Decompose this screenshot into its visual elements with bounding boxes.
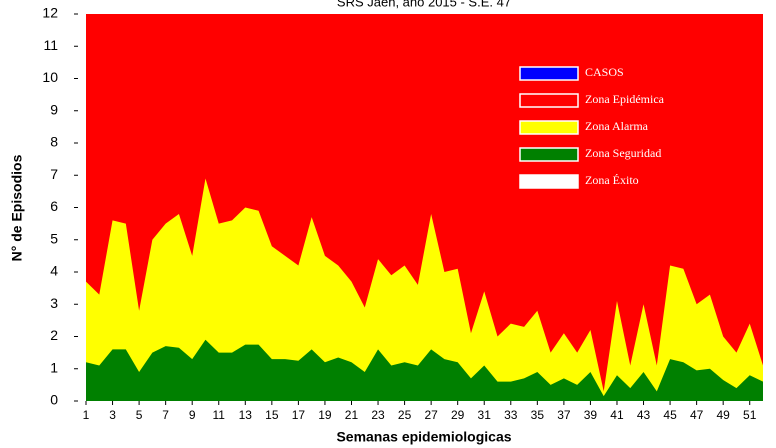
y-tick-label: 0 <box>50 392 58 408</box>
y-tick-label: 9 <box>50 101 58 117</box>
y-tick-label: 2 <box>50 327 58 343</box>
x-tick-label: 1 <box>83 408 90 422</box>
legend-label: CASOS <box>585 65 624 79</box>
x-tick-label: 33 <box>504 408 518 422</box>
x-tick-label: 31 <box>478 408 492 422</box>
y-tick-label: 3 <box>50 295 58 311</box>
x-tick-label: 25 <box>398 408 412 422</box>
x-tick-label: 11 <box>213 408 226 422</box>
x-tick-label: 51 <box>743 408 757 422</box>
x-tick-label: 45 <box>663 408 677 422</box>
x-tick-label: 15 <box>265 408 279 422</box>
area <box>86 339 763 401</box>
legend-label: Zona Alarma <box>585 119 649 133</box>
x-tick-label: 19 <box>318 408 332 422</box>
x-tick-label: 17 <box>292 408 306 422</box>
x-tick-label: 23 <box>371 408 385 422</box>
x-tick-label: 29 <box>451 408 465 422</box>
x-tick-label: 37 <box>557 408 571 422</box>
legend-label: Zona Epidémica <box>585 92 665 106</box>
y-tick-label: 12 <box>42 5 58 21</box>
x-tick-label: 9 <box>189 408 196 422</box>
legend-swatch <box>519 147 579 162</box>
x-tick-label: 13 <box>239 408 253 422</box>
y-tick-label: 1 <box>50 359 58 375</box>
x-tick-label: 35 <box>531 408 545 422</box>
y-tick-label: 10 <box>42 69 58 85</box>
y-tick-label: 5 <box>50 230 58 246</box>
y-axis-label: N° de Episodios <box>9 154 25 261</box>
y-tick-label: 11 <box>43 37 58 53</box>
y-tick-label: 7 <box>50 166 58 182</box>
y-tick-label: 6 <box>50 198 58 214</box>
legend-swatch <box>519 93 579 108</box>
x-tick-label: 47 <box>690 408 704 422</box>
x-tick-label: 27 <box>424 408 438 422</box>
x-tick-label: 49 <box>716 408 730 422</box>
y-tick-label: 8 <box>50 134 58 150</box>
x-tick-label: 41 <box>610 408 624 422</box>
x-tick-label: 7 <box>162 408 169 422</box>
x-tick-label: 21 <box>345 408 359 422</box>
x-tick-label: 3 <box>109 408 116 422</box>
x-tick-label: 43 <box>637 408 651 422</box>
x-axis-label: Semanas epidemiologicas <box>336 429 511 445</box>
legend-swatch <box>519 66 579 81</box>
legend-swatch <box>519 174 579 189</box>
y-tick-label: 4 <box>50 263 58 279</box>
legend-label: Zona Seguridad <box>585 146 661 160</box>
chart-title: SRS Jaén, año 2015 - S.E. 47 <box>337 0 511 9</box>
legend-swatch <box>519 120 579 135</box>
legend-label: Zona Éxito <box>585 173 639 187</box>
x-tick-label: 5 <box>136 408 143 422</box>
x-tick-label: 39 <box>584 408 598 422</box>
